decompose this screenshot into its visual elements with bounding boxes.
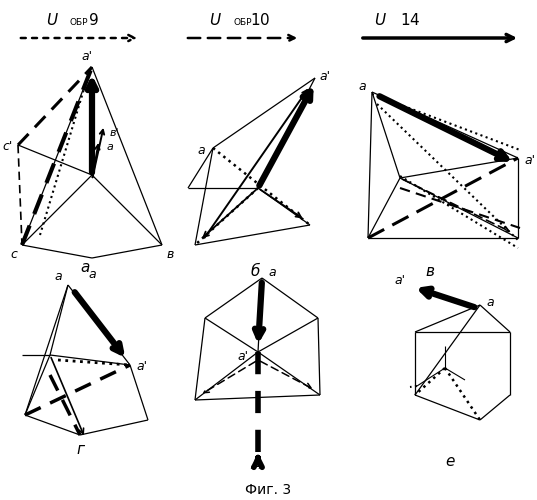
Text: а: а bbox=[358, 80, 366, 94]
Text: $\it{U}$: $\it{U}$ bbox=[374, 12, 387, 28]
Text: д: д bbox=[250, 454, 260, 469]
Text: $\it{U}$: $\it{U}$ bbox=[46, 12, 59, 28]
Text: е: е bbox=[445, 454, 455, 469]
Text: ОБР: ОБР bbox=[70, 18, 89, 27]
Text: a': a' bbox=[237, 350, 249, 364]
Text: a': a' bbox=[136, 360, 148, 374]
Text: а: а bbox=[486, 296, 494, 310]
Text: a': a' bbox=[320, 70, 330, 82]
Text: а: а bbox=[106, 142, 113, 152]
Text: a': a' bbox=[82, 50, 92, 64]
Text: $\it{10}$: $\it{10}$ bbox=[250, 12, 270, 28]
Text: $\it{14}$: $\it{14}$ bbox=[400, 12, 420, 28]
Text: с: с bbox=[11, 248, 17, 262]
Text: а: а bbox=[81, 260, 90, 276]
Text: а: а bbox=[54, 270, 62, 283]
Text: в: в bbox=[166, 248, 173, 262]
Text: а: а bbox=[268, 266, 276, 280]
Text: $\it{U}$: $\it{U}$ bbox=[208, 12, 221, 28]
Text: Фиг. 3: Фиг. 3 bbox=[245, 483, 291, 497]
Text: в': в' bbox=[109, 128, 119, 138]
Text: г: г bbox=[76, 442, 84, 458]
Text: a': a' bbox=[525, 154, 535, 166]
Text: а: а bbox=[197, 144, 205, 156]
Text: ОБР: ОБР bbox=[233, 18, 251, 27]
Text: б: б bbox=[250, 264, 260, 280]
Text: $\it{9}$: $\it{9}$ bbox=[88, 12, 98, 28]
Text: в: в bbox=[425, 264, 434, 280]
Text: a': a' bbox=[395, 274, 405, 286]
Text: c': c' bbox=[3, 140, 13, 153]
Text: а: а bbox=[88, 268, 96, 280]
